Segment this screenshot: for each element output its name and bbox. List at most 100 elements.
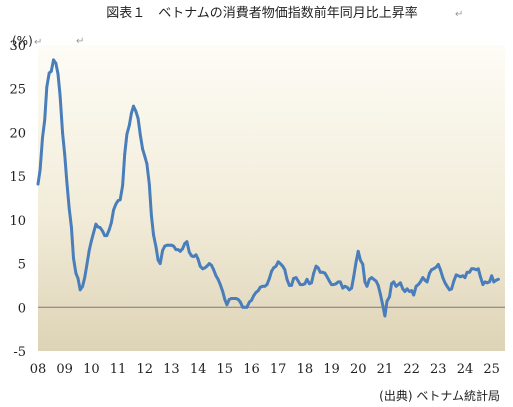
y-axis: 30 25 20 15 10 5 0 -5 — [9, 39, 26, 360]
data-point — [145, 162, 149, 166]
data-point — [136, 117, 140, 120]
data-point — [288, 284, 291, 287]
data-point — [205, 264, 209, 268]
data-point — [243, 305, 247, 309]
data-point — [38, 168, 42, 172]
data-point — [56, 72, 60, 76]
data-point — [101, 229, 104, 233]
y-unit-label: (%) — [12, 34, 33, 48]
y-tick-label: 30 — [9, 39, 26, 54]
data-point — [448, 288, 451, 292]
data-point — [227, 298, 231, 301]
data-point — [54, 62, 58, 65]
data-point — [150, 214, 153, 217]
data-point — [78, 288, 82, 292]
data-point — [274, 264, 278, 268]
data-point — [163, 244, 167, 248]
data-point — [116, 199, 120, 203]
data-point — [63, 152, 67, 156]
data-point — [43, 118, 47, 122]
data-point — [45, 85, 49, 89]
data-point — [401, 287, 405, 291]
data-point — [303, 282, 307, 286]
y-tick-label: 15 — [9, 170, 26, 185]
data-point — [368, 277, 371, 281]
data-point — [250, 298, 253, 302]
data-point — [192, 255, 196, 258]
y-tick-label: 25 — [9, 83, 26, 98]
chart-title: 図表１ ベトナムの消費者物価指数前年同月比上昇率 — [106, 5, 418, 21]
x-tick-label: 15 — [217, 362, 234, 377]
data-point — [152, 233, 155, 237]
data-point — [343, 284, 347, 288]
x-tick-label: 20 — [350, 362, 367, 377]
x-tick-label: 13 — [163, 362, 180, 377]
data-point — [394, 284, 398, 288]
data-point — [361, 263, 365, 266]
data-point — [443, 281, 447, 285]
data-point — [385, 299, 389, 303]
x-tick-label: 21 — [377, 362, 394, 377]
data-point — [372, 277, 376, 281]
data-point — [154, 245, 158, 249]
data-point — [258, 285, 262, 289]
data-point — [459, 275, 462, 279]
x-tick-label: 09 — [56, 362, 73, 377]
data-point — [143, 154, 147, 158]
data-point — [441, 276, 445, 279]
data-point — [488, 280, 491, 284]
data-point — [265, 283, 269, 286]
x-tick-label: 16 — [243, 362, 260, 377]
data-point — [292, 277, 295, 280]
data-point — [285, 277, 289, 281]
data-point — [423, 278, 427, 282]
data-point — [476, 267, 480, 271]
data-point — [36, 182, 40, 186]
data-point — [123, 152, 127, 156]
x-tick-label: 25 — [483, 362, 500, 377]
data-point — [130, 111, 133, 115]
data-point — [365, 284, 369, 288]
data-point — [439, 268, 442, 272]
data-point — [421, 276, 425, 279]
data-point — [352, 275, 356, 279]
data-point — [376, 284, 380, 287]
stray-return-mark: ↵ — [76, 36, 84, 47]
data-point — [127, 124, 131, 127]
data-point — [370, 276, 373, 279]
data-point — [234, 297, 238, 300]
data-point — [107, 228, 111, 231]
data-point — [198, 264, 202, 268]
data-point — [356, 249, 360, 253]
source-note: (出典) ベトナム統計局 — [379, 388, 500, 403]
data-point — [436, 263, 440, 266]
x-tick-label: 24 — [457, 362, 474, 377]
data-point — [248, 300, 251, 304]
data-point — [298, 283, 302, 286]
data-point — [465, 270, 469, 274]
data-point — [138, 132, 142, 136]
data-point — [112, 208, 115, 212]
data-point — [374, 279, 378, 283]
x-tick-label: 12 — [136, 362, 153, 377]
x-tick-label: 08 — [30, 362, 47, 377]
data-point — [479, 275, 482, 279]
data-point — [165, 243, 169, 247]
data-point — [176, 248, 180, 252]
data-point — [345, 285, 349, 289]
data-point — [416, 283, 420, 286]
data-point — [294, 276, 298, 279]
data-point — [232, 297, 236, 300]
data-point — [283, 268, 287, 272]
data-point — [90, 239, 93, 243]
y-tick-label: 0 — [18, 301, 26, 316]
data-point — [134, 110, 138, 113]
data-point — [98, 226, 102, 230]
data-point — [456, 274, 460, 278]
data-point — [212, 268, 216, 272]
data-point — [132, 104, 135, 108]
data-point — [363, 280, 367, 284]
data-point — [190, 254, 193, 258]
data-point — [450, 287, 453, 291]
